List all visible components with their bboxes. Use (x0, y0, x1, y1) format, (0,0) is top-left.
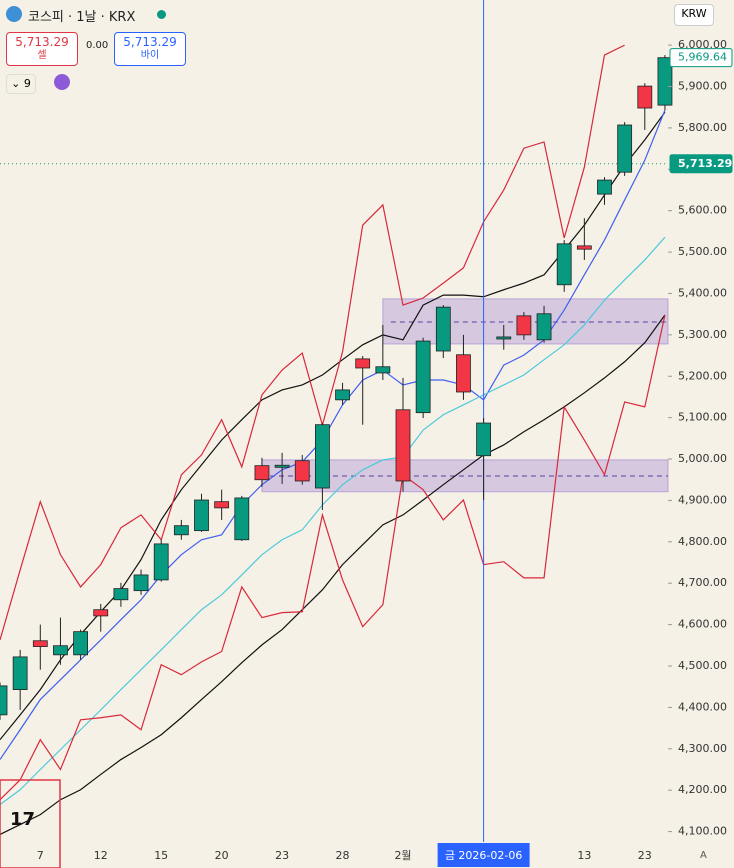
x-tick-label: 28 (336, 849, 350, 862)
refresh-icon[interactable] (54, 74, 70, 90)
y-tick-label: 4,600.00 (678, 618, 727, 631)
candle-body (456, 354, 471, 393)
status-dot (157, 10, 166, 19)
candle-body (194, 499, 209, 532)
x-tick-label: 20 (215, 849, 229, 862)
sell-button[interactable]: 5,713.29 셀 (6, 32, 78, 66)
symbol-icon (6, 6, 22, 22)
buy-price: 5,713.29 (123, 35, 177, 49)
candle-body (395, 409, 411, 482)
y-tick-label: 5,400.00 (678, 286, 727, 299)
y-tick-label: 5,000.00 (678, 452, 727, 465)
crosshair-label: 금 2026-02-06 (445, 849, 523, 862)
logo: 17 (10, 809, 35, 830)
sell-price: 5,713.29 (15, 35, 69, 49)
x-tick-label: 12 (94, 849, 108, 862)
sell-label: 셀 (37, 50, 47, 61)
candle-body (294, 460, 310, 482)
candle-body (314, 424, 330, 489)
price-tag (669, 48, 733, 68)
y-tick-label: 5,300.00 (678, 328, 727, 341)
candle-body (576, 245, 592, 250)
candle-body (657, 57, 673, 106)
y-tick-label: 4,100.00 (678, 825, 727, 838)
indicator-line (0, 236, 666, 806)
crosshair-label-bg (437, 843, 530, 867)
candle-body (375, 366, 391, 374)
candle-body (274, 464, 290, 468)
x-tick-label: 23 (638, 849, 652, 862)
indicator-line (0, 314, 666, 836)
buy-label: 바이 (140, 50, 160, 61)
y-tick-label: 4,400.00 (678, 700, 727, 713)
y-tick-label: 5,500.00 (678, 245, 727, 258)
x-tick-label: 7 (37, 849, 44, 862)
x-tick-label: 15 (154, 849, 168, 862)
candle-body (234, 497, 250, 541)
y-tick-label: 5,100.00 (678, 411, 727, 424)
x-tick-label: 23 (275, 849, 289, 862)
y-tick-label: 4,900.00 (678, 493, 727, 506)
y-tick-label: 4,200.00 (678, 783, 727, 796)
candle-body (32, 640, 48, 647)
candle-body (173, 525, 189, 536)
indicator-line (0, 111, 666, 741)
y-tick-label: 4,800.00 (678, 535, 727, 548)
y-tick-label: 5,800.00 (678, 121, 727, 134)
candle-body (496, 336, 512, 340)
scale-mode[interactable]: A (700, 850, 707, 861)
candle-body (556, 243, 572, 286)
candle-body (335, 389, 350, 401)
candle-body (617, 124, 633, 173)
price-tag (669, 154, 733, 174)
candle-body (12, 656, 28, 690)
candle-body (254, 465, 270, 481)
candle-body (597, 179, 612, 195)
candle-body (113, 588, 129, 601)
candle-body (536, 313, 552, 341)
candle-body (637, 85, 653, 109)
y-tick-label: 4,300.00 (678, 742, 727, 755)
price-tag-label: 5,969.64 (678, 51, 727, 64)
indicator-line (0, 314, 666, 801)
price-tag-label: 5,713.29 (678, 157, 732, 170)
x-tick-label: 2월 (394, 849, 411, 862)
candle-body (93, 609, 109, 617)
candle-body (0, 685, 8, 716)
candle-body (476, 422, 492, 457)
candle-body (415, 340, 431, 414)
y-tick-label: 4,500.00 (678, 659, 727, 672)
candle-body (73, 631, 88, 656)
candle-body (355, 358, 371, 369)
indicators-toggle[interactable]: ⌄ 9 (6, 74, 36, 94)
candle-body (516, 315, 532, 336)
candle-body (53, 645, 68, 656)
currency[interactable]: KRW (674, 4, 714, 26)
indicator-count: 9 (23, 77, 31, 90)
symbol[interactable]: 코스피 · 1날 · KRX (28, 10, 136, 25)
spread: 0.00 (86, 40, 109, 51)
y-tick-label: 5,200.00 (678, 369, 727, 382)
y-tick-label: 5,600.00 (678, 204, 727, 217)
y-tick-label: 6,000.00 (678, 38, 727, 51)
indicator-line (0, 44, 625, 641)
red-box (0, 779, 61, 868)
candle-body (133, 574, 149, 592)
candle-body (214, 501, 230, 509)
x-tick-label: 13 (577, 849, 591, 862)
axis-panel (668, 0, 734, 868)
y-tick-label: 5,900.00 (678, 80, 727, 93)
indicator-line (0, 109, 666, 760)
candle-body (153, 543, 169, 581)
buy-button[interactable]: 5,713.29 바이 (114, 32, 186, 66)
candle-body (435, 306, 451, 352)
y-tick-label: 4,700.00 (678, 576, 727, 589)
